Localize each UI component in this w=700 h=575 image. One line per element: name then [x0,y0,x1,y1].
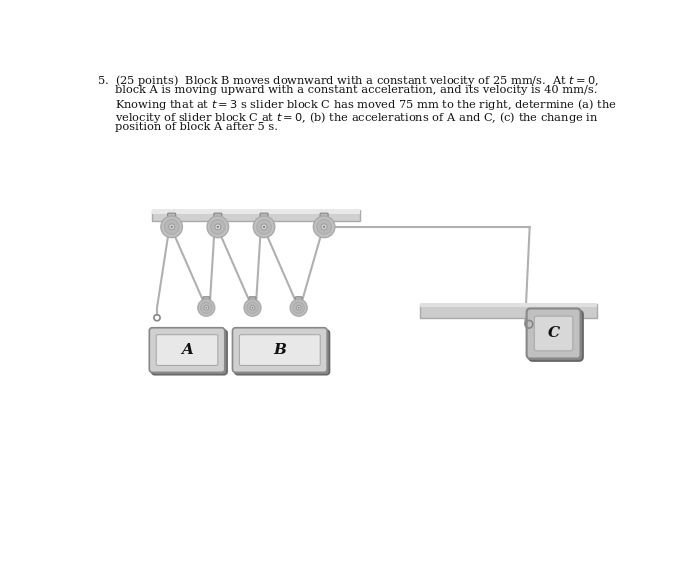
FancyBboxPatch shape [156,335,218,366]
Circle shape [171,226,173,228]
Circle shape [321,224,327,230]
Circle shape [314,216,335,237]
Circle shape [257,220,272,234]
FancyBboxPatch shape [260,213,268,224]
FancyBboxPatch shape [529,310,583,361]
Circle shape [161,216,183,237]
FancyBboxPatch shape [149,328,225,373]
Text: 5.  (25 points)  Block B moves downward with a constant velocity of 25 mm/s.  At: 5. (25 points) Block B moves downward wi… [97,73,599,88]
Circle shape [317,220,331,234]
Text: block A is moving upward with a constant acceleration, and its velocity is 40 mm: block A is moving upward with a constant… [97,85,598,95]
Text: position of block A after 5 s.: position of block A after 5 s. [97,122,278,132]
FancyBboxPatch shape [526,308,580,359]
FancyBboxPatch shape [203,297,209,306]
Circle shape [211,220,225,234]
Circle shape [251,307,253,309]
Circle shape [246,302,258,313]
Circle shape [200,302,212,313]
Text: C: C [547,327,559,340]
Bar [153,209,360,214]
FancyBboxPatch shape [320,213,328,224]
FancyBboxPatch shape [239,335,321,366]
FancyBboxPatch shape [534,316,573,351]
Circle shape [293,302,304,313]
Text: B: B [274,343,286,357]
FancyBboxPatch shape [152,330,227,375]
Circle shape [198,299,215,316]
FancyBboxPatch shape [232,328,327,373]
Text: velocity of slider block C at $t = 0$, (b) the accelerations of A and C, (c) the: velocity of slider block C at $t = 0$, (… [97,110,598,125]
Bar [420,304,598,318]
Circle shape [253,216,275,237]
FancyBboxPatch shape [295,297,302,306]
Bar [420,303,598,307]
Bar [153,210,360,221]
Circle shape [290,299,307,316]
Circle shape [261,224,267,230]
FancyBboxPatch shape [214,213,222,224]
Text: A: A [181,343,193,357]
FancyBboxPatch shape [234,330,330,375]
Circle shape [169,224,175,230]
FancyBboxPatch shape [249,297,256,306]
Circle shape [298,307,300,309]
Circle shape [215,224,221,230]
Circle shape [205,307,207,309]
Circle shape [263,226,265,228]
Circle shape [244,299,261,316]
Circle shape [207,216,229,237]
Circle shape [204,305,209,310]
Text: Knowing that at $t = 3$ s slider block C has moved 75 mm to the right, determine: Knowing that at $t = 3$ s slider block C… [97,98,617,113]
Circle shape [217,226,219,228]
Circle shape [250,305,255,310]
Circle shape [164,220,179,234]
Circle shape [323,226,326,228]
Circle shape [296,305,301,310]
FancyBboxPatch shape [167,213,176,224]
